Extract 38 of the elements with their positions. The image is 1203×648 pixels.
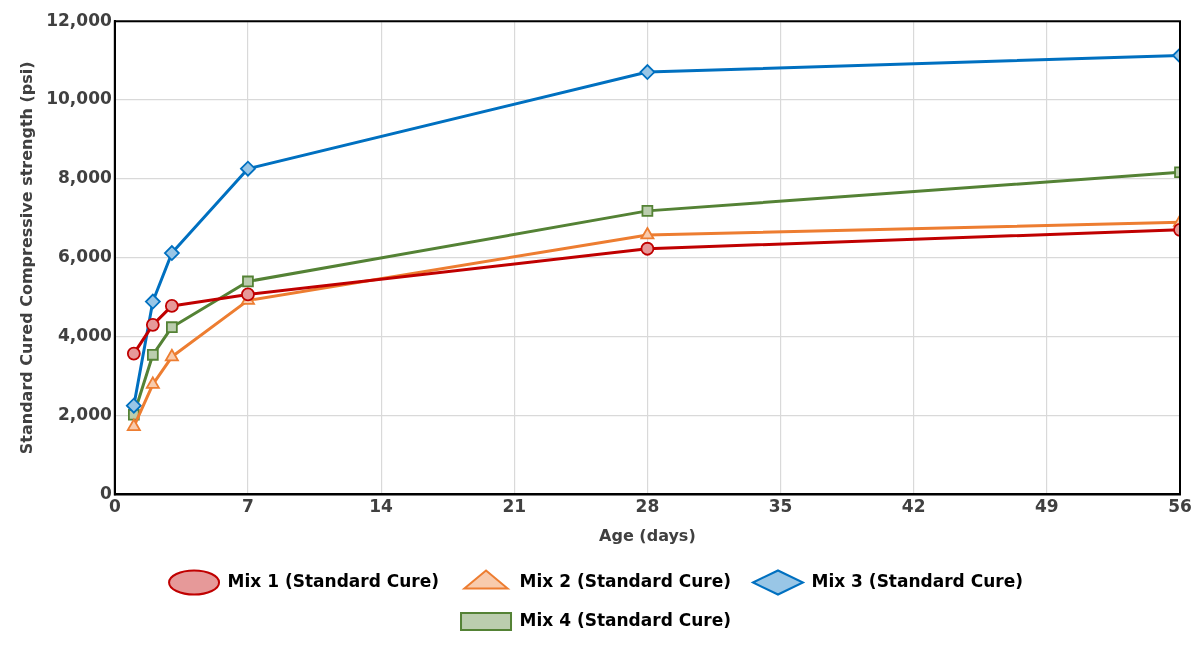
- x-tick-label: 35: [768, 496, 793, 517]
- point: [639, 64, 656, 80]
- point: [144, 293, 161, 310]
- point: [240, 160, 256, 177]
- x-tick-label: 42: [901, 496, 926, 517]
- y-tick-label: 2,000: [58, 403, 112, 424]
- legend-label: Mix 3 (Standard Cure): [811, 570, 1023, 591]
- point: [126, 418, 141, 431]
- x-axis-title: Age (days): [599, 525, 696, 545]
- y-axis-title: Standard Cured Compressive strength (psi): [16, 61, 36, 455]
- legend-label: Mix 4 (Standard Cure): [519, 609, 731, 630]
- point: [145, 376, 160, 389]
- x-tick-label: 7: [242, 496, 254, 517]
- x-tick-label: 14: [369, 496, 394, 517]
- point: [145, 317, 160, 332]
- point: [242, 275, 254, 288]
- y-tick-label: 8,000: [58, 167, 112, 188]
- point: [241, 287, 255, 302]
- point: [126, 346, 141, 361]
- x-tick-label: 49: [1035, 496, 1059, 517]
- x-tick-label: 21: [502, 496, 527, 517]
- point: [166, 321, 178, 334]
- point: [163, 245, 180, 261]
- legend-label: Mix 2 (Standard Cure): [519, 570, 731, 591]
- x-tick-label: 56: [1168, 496, 1192, 517]
- point: [164, 299, 179, 313]
- point: [125, 397, 142, 414]
- y-tick-label: 12,000: [46, 9, 112, 30]
- y-tick-label: 6,000: [58, 246, 112, 267]
- point: [641, 205, 654, 217]
- y-tick-label: 10,000: [46, 88, 112, 109]
- point: [640, 241, 655, 256]
- point: [146, 348, 159, 361]
- legend-label: Mix 1 (Standard Cure): [227, 570, 440, 591]
- point: [640, 227, 655, 240]
- y-tick-label: 4,000: [58, 325, 112, 346]
- x-tick-label: 28: [635, 496, 660, 517]
- point: [164, 348, 179, 362]
